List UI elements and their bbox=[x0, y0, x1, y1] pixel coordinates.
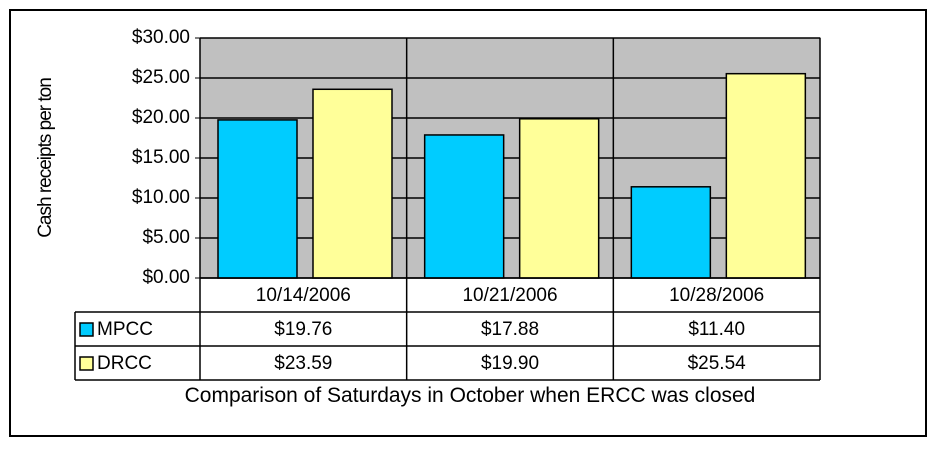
y-tick-label: $0.00 bbox=[142, 267, 190, 288]
x-tick-label: 10/14/2006 bbox=[256, 285, 351, 306]
x-tick-label: 10/28/2006 bbox=[669, 285, 764, 306]
bar bbox=[630, 186, 712, 279]
x-axis-label: Comparison of Saturdays in October when … bbox=[184, 384, 756, 407]
y-tick-label: $25.00 bbox=[132, 67, 190, 88]
bar bbox=[217, 119, 298, 279]
legend-key bbox=[79, 322, 94, 337]
table-value: $23.59 bbox=[274, 353, 332, 374]
bar bbox=[312, 88, 393, 279]
x-tick-label: 10/21/2006 bbox=[462, 285, 557, 306]
table-value: $11.40 bbox=[688, 319, 745, 340]
table-value: $19.90 bbox=[481, 353, 539, 374]
y-axis-label: Cash receipts per ton bbox=[35, 78, 56, 238]
bar bbox=[423, 134, 505, 279]
legend-label: DRCC bbox=[97, 353, 152, 374]
table-value: $19.76 bbox=[274, 319, 332, 340]
x-axis-label-box: Comparison of Saturdays in October when … bbox=[184, 384, 756, 407]
bar bbox=[725, 72, 807, 279]
table-value: $17.88 bbox=[481, 319, 539, 340]
legend-label: MPCC bbox=[97, 319, 153, 340]
legend-key bbox=[79, 356, 94, 371]
bar bbox=[518, 118, 600, 279]
y-tick-label: $20.00 bbox=[132, 107, 190, 128]
y-tick-label: $5.00 bbox=[142, 227, 190, 248]
y-tick-label: $15.00 bbox=[132, 147, 190, 168]
y-tick-label: $30.00 bbox=[132, 27, 190, 48]
table-value: $25.54 bbox=[688, 353, 747, 374]
y-tick-label: $10.00 bbox=[132, 187, 190, 208]
